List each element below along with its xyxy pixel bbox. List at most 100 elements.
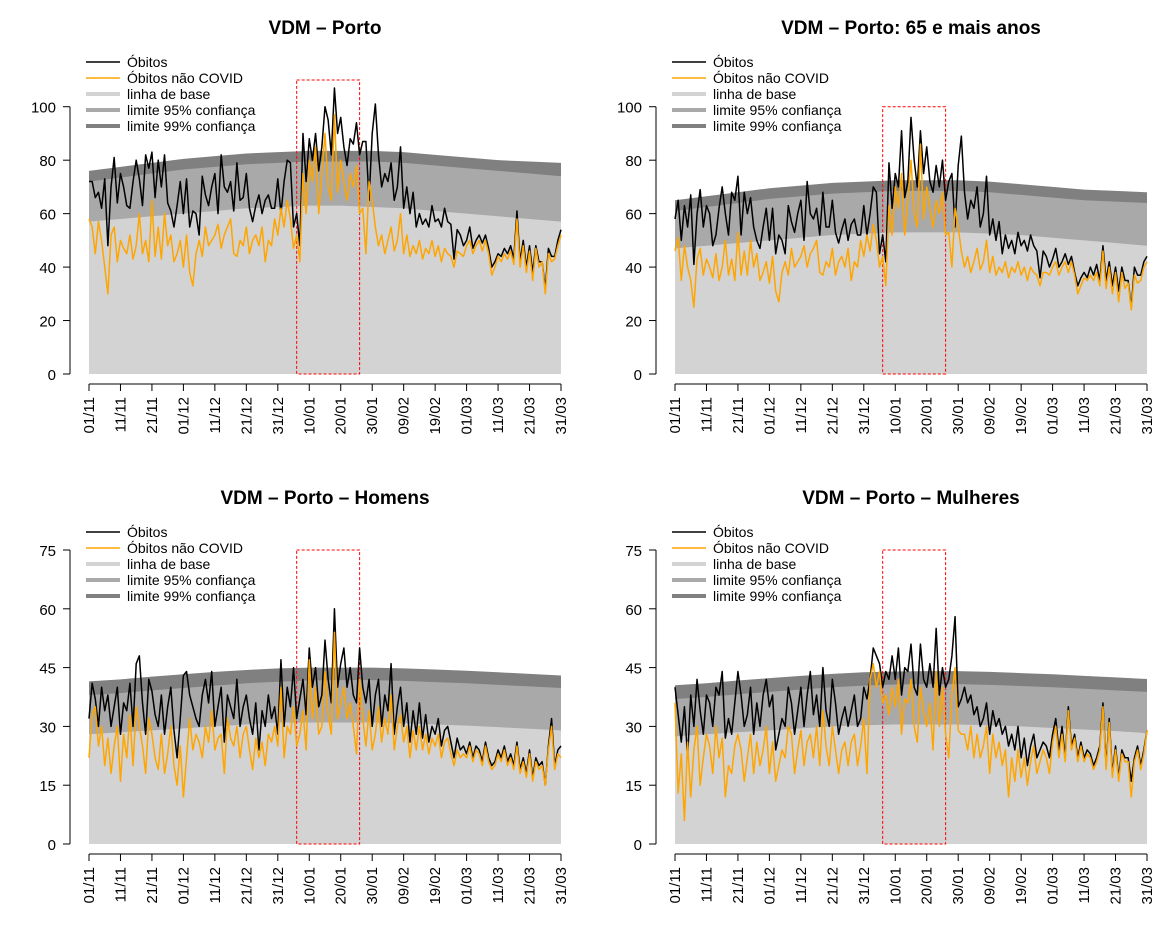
- x-tick-label: 30/01: [364, 397, 381, 435]
- y-tick-label: 0: [634, 837, 642, 854]
- y-tick-label: 60: [39, 602, 56, 619]
- x-tick-label: 10/01: [301, 867, 318, 905]
- y-tick-label: 0: [48, 367, 56, 384]
- x-tick-label: 01/11: [667, 397, 684, 433]
- x-tick-label: 01/03: [459, 867, 476, 905]
- x-tick-label: 31/03: [1139, 867, 1156, 905]
- legend-label: Óbitos: [713, 54, 753, 70]
- band-area: [89, 722, 561, 844]
- y-tick-label: 75: [625, 543, 642, 560]
- chart-title: VDM – Porto – Homens: [220, 488, 429, 509]
- y-tick-label: 0: [48, 837, 56, 854]
- x-tick-label: 31/03: [553, 867, 570, 905]
- x-tick-label: 11/11: [112, 397, 129, 432]
- x-tick-label: 21/12: [238, 867, 255, 905]
- y-tick-label: 100: [31, 100, 56, 117]
- legend-label: Óbitos: [127, 524, 167, 540]
- x-tick-label: 11/03: [1076, 397, 1093, 433]
- chart-title: VDM – Porto – Mulheres: [802, 488, 1020, 509]
- x-tick-label: 01/11: [81, 397, 98, 433]
- x-tick-label: 10/01: [887, 867, 904, 905]
- x-tick-label: 01/03: [1045, 867, 1062, 905]
- x-tick-label: 01/11: [81, 867, 98, 903]
- band-area: [89, 205, 561, 374]
- x-tick-label: 31/03: [553, 397, 570, 435]
- y-tick-label: 15: [39, 778, 56, 795]
- x-tick-label: 21/03: [1108, 397, 1125, 435]
- x-tick-label: 30/01: [950, 397, 967, 435]
- y-tick-label: 20: [39, 314, 56, 331]
- x-tick-label: 21/12: [238, 397, 255, 435]
- legend-label: limite 95% confiança: [127, 572, 256, 588]
- x-tick-label: 09/02: [396, 397, 413, 435]
- legend-label: limite 95% confiança: [713, 572, 842, 588]
- legend-label: Óbitos não COVID: [713, 70, 829, 86]
- x-tick-label: 11/12: [207, 397, 224, 433]
- x-tick-label: 11/03: [490, 397, 507, 433]
- x-tick-label: 11/03: [490, 867, 507, 903]
- legend-label: limite 95% confiança: [713, 102, 842, 118]
- x-tick-label: 30/01: [950, 867, 967, 905]
- x-tick-label: 10/01: [887, 397, 904, 435]
- y-tick-label: 60: [625, 207, 642, 224]
- legend-label: linha de base: [713, 86, 797, 102]
- x-tick-label: 21/11: [144, 867, 161, 903]
- panel: VDM – Porto – Mulheres 0 15 30 45 60 75 01/11 11…: [625, 488, 1156, 905]
- y-tick-label: 45: [39, 661, 56, 678]
- legend-label: Óbitos: [713, 524, 753, 540]
- x-tick-label: 01/03: [1045, 397, 1062, 435]
- x-tick-label: 31/12: [270, 397, 287, 435]
- legend-label: linha de base: [127, 556, 211, 572]
- chart-title: VDM – Porto: 65 e mais anos: [781, 18, 1041, 39]
- legend-label: limite 99% confiança: [127, 118, 256, 134]
- y-tick-label: 30: [625, 719, 642, 736]
- x-tick-label: 21/11: [144, 397, 161, 433]
- x-tick-label: 20/01: [919, 397, 936, 435]
- y-tick-label: 80: [625, 153, 642, 170]
- series-line: [88, 631, 562, 798]
- y-tick-label: 0: [634, 367, 642, 384]
- x-tick-label: 09/02: [982, 867, 999, 905]
- x-tick-label: 19/02: [427, 397, 444, 435]
- series-line: [88, 114, 562, 295]
- x-tick-label: 11/11: [112, 867, 129, 902]
- x-tick-label: 19/02: [427, 867, 444, 905]
- x-tick-label: 21/12: [824, 397, 841, 435]
- y-tick-label: 60: [625, 602, 642, 619]
- legend-label: linha de base: [713, 556, 797, 572]
- y-tick-label: 45: [625, 661, 642, 678]
- x-tick-label: 11/03: [1076, 867, 1093, 903]
- x-tick-label: 21/12: [824, 867, 841, 905]
- legend-label: limite 95% confiança: [127, 102, 256, 118]
- x-tick-label: 09/02: [396, 867, 413, 905]
- y-tick-label: 75: [39, 543, 56, 560]
- x-tick-label: 30/01: [364, 867, 381, 905]
- highlight-box: [296, 549, 361, 845]
- x-tick-label: 01/12: [761, 397, 778, 435]
- legend-label: limite 99% confiança: [127, 588, 256, 604]
- series-line: [674, 143, 1148, 311]
- series-line: [89, 87, 562, 290]
- y-tick-label: 20: [625, 314, 642, 331]
- x-tick-label: 01/11: [667, 867, 684, 903]
- legend-label: limite 99% confiança: [713, 588, 842, 604]
- x-tick-label: 21/03: [522, 867, 539, 905]
- y-tick-label: 15: [625, 778, 642, 795]
- x-tick-label: 11/11: [698, 867, 715, 902]
- legend-label: Óbitos não COVID: [713, 540, 829, 556]
- highlight-box: [296, 79, 361, 375]
- x-tick-label: 31/12: [856, 867, 873, 905]
- x-tick-label: 20/01: [919, 867, 936, 905]
- y-tick-label: 80: [39, 153, 56, 170]
- panel: VDM – Porto: 65 e mais anos 0 20 40 60 80 100 0…: [617, 18, 1156, 435]
- panel: VDM – Porto – Homens 0 15 30 45 60 75 01/11 11/1…: [39, 488, 570, 905]
- x-tick-label: 11/12: [793, 867, 810, 903]
- x-tick-label: 19/02: [1013, 867, 1030, 905]
- legend-label: linha de base: [127, 86, 211, 102]
- legend-label: Óbitos não COVID: [127, 540, 243, 556]
- x-tick-label: 31/12: [856, 397, 873, 435]
- series-line: [674, 662, 1148, 822]
- y-tick-label: 30: [39, 719, 56, 736]
- x-tick-label: 20/01: [333, 867, 350, 905]
